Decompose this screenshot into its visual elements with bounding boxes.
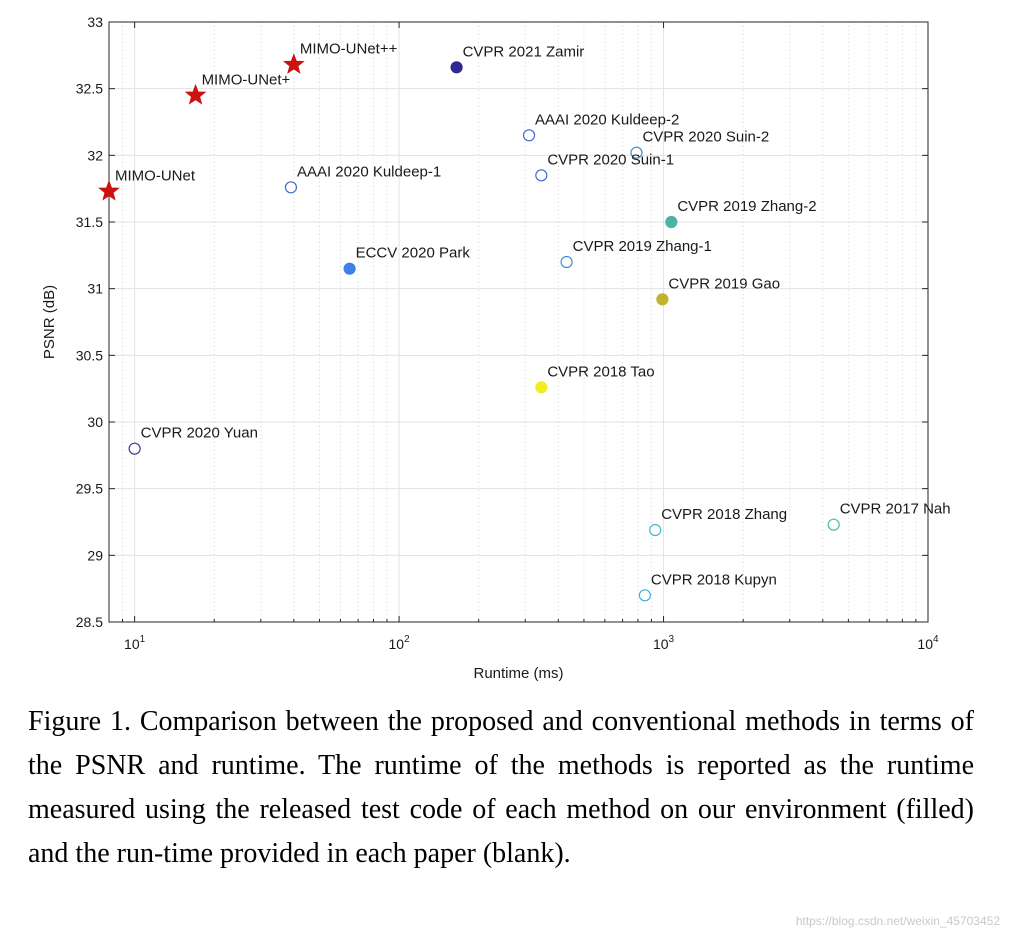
point-label: AAAI 2020 Kuldeep-1 — [297, 163, 441, 180]
x-tick-label: 101 — [124, 634, 146, 652]
cvpr-2018-kupyn-marker — [638, 589, 651, 602]
scatter-chart: 28.5 29 29.5 30 30.5 31 31.5 32 32.5 33 101 102 103 1… — [41, 14, 951, 682]
point-label: CVPR 2019 Gao — [668, 275, 780, 292]
cvpr-2018-zhang-marker — [649, 523, 662, 537]
cvpr-2020-suin-1-marker — [535, 169, 548, 182]
point-label: CVPR 2020 Suin-2 — [642, 129, 769, 146]
y-tick-label: 29 — [87, 547, 103, 563]
y-tick-label: 31 — [87, 281, 103, 297]
y-tick-label: 32.5 — [76, 81, 103, 97]
cvpr-2019-zhang-2-marker — [665, 215, 678, 229]
cvpr-2018-tao-marker — [535, 381, 548, 394]
grid-layer — [108, 21, 929, 623]
mimo-unet-marker — [282, 53, 305, 74]
aaai-2020-kuldeep-1-marker — [284, 181, 298, 194]
x-axis-label: Runtime (ms) — [473, 665, 563, 682]
point-label: CVPR 2018 Kupyn — [651, 571, 777, 588]
y-tick-label: 32 — [87, 147, 103, 163]
eccv-2020-park-marker — [343, 262, 356, 275]
cvpr-2020-yuan-marker — [128, 442, 141, 455]
x-tick-label: 103 — [653, 634, 675, 652]
point-label: CVPR 2019 Zhang-1 — [573, 238, 712, 255]
point-label: ECCV 2020 Park — [356, 245, 471, 262]
y-tick-label: 33 — [87, 14, 103, 30]
cvpr-2019-zhang-1-marker — [560, 255, 573, 269]
point-label: CVPR 2018 Tao — [547, 363, 654, 380]
plot-frame — [108, 21, 929, 623]
point-label: MIMO-UNet+ — [202, 71, 291, 88]
x-tick-label: 104 — [917, 634, 939, 652]
point-label: AAAI 2020 Kuldeep-2 — [535, 111, 679, 128]
point-label: CVPR 2017 Nah — [840, 501, 951, 518]
cvpr-2020-suin-2-marker — [630, 146, 643, 159]
y-tick-label: 30.5 — [76, 347, 103, 363]
point-label: CVPR 2019 Zhang-2 — [677, 198, 816, 215]
x-tick-label: 102 — [389, 634, 411, 652]
cvpr-2019-gao-marker — [656, 293, 669, 306]
y-tick-label: 30 — [87, 414, 103, 430]
cvpr-2017-nah-marker — [827, 518, 840, 531]
points-layer: MIMO-UNet MIMO-UNet+ MIMO-UNet++ CVPR 2021 … — [98, 41, 951, 602]
figure-caption: Figure 1. Comparison between the propose… — [28, 706, 974, 869]
y-tick-label: 28.5 — [76, 614, 103, 630]
watermark: https://blog.csdn.net/weixin_45703452 — [795, 914, 1000, 928]
point-label: CVPR 2020 Suin-1 — [547, 151, 674, 168]
point-label: CVPR 2018 Zhang — [661, 506, 787, 523]
y-tick-label: 31.5 — [76, 214, 103, 230]
mimo-unet-marker — [184, 83, 207, 105]
cvpr-2021-zamir-marker — [450, 61, 463, 74]
y-tick-label: 29.5 — [76, 481, 103, 497]
point-label: MIMO-UNet — [115, 167, 196, 184]
mimo-unet-marker — [98, 179, 120, 201]
point-label: CVPR 2021 Zamir — [463, 43, 585, 60]
ticks-layer: 28.5 29 29.5 30 30.5 31 31.5 32 32.5 33 101 102 103 1… — [76, 14, 939, 652]
point-label: CVPR 2020 Yuan — [141, 425, 258, 442]
point-label: MIMO-UNet++ — [300, 41, 398, 58]
y-axis-label: PSNR (dB) — [41, 285, 58, 359]
aaai-2020-kuldeep-2-marker — [522, 129, 536, 142]
